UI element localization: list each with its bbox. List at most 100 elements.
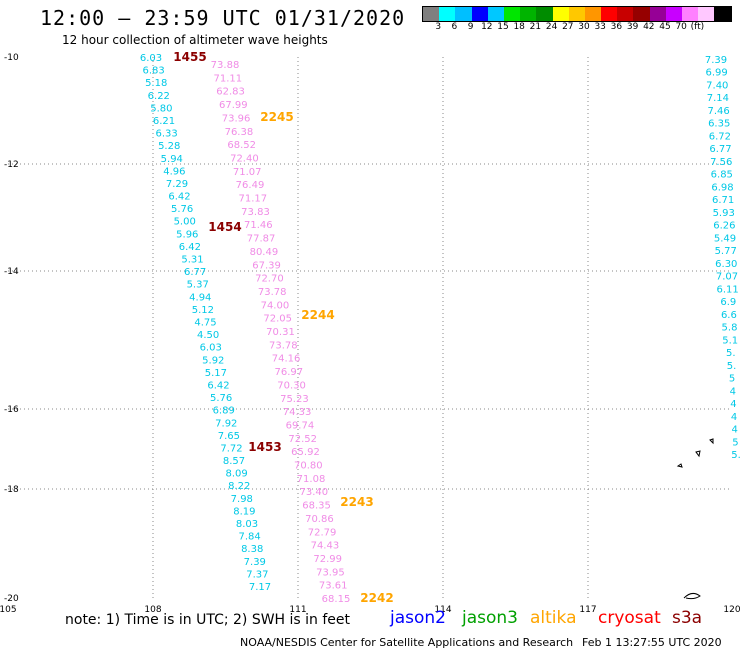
- wave-height-label: 5: [732, 437, 738, 448]
- wave-height-label: 71.11: [213, 73, 242, 84]
- wave-height-label: 5.76: [171, 204, 193, 215]
- wave-height-label: 5.8: [722, 323, 738, 334]
- color-scale-label: 33: [594, 22, 606, 32]
- wave-height-label: 6.85: [711, 170, 733, 181]
- wave-height-label: 5.: [726, 348, 736, 359]
- color-swatch: [665, 7, 682, 21]
- wave-height-label: 73.88: [211, 60, 240, 71]
- color-scale-label: 12: [481, 22, 493, 32]
- legend-item-jason2: jason2: [390, 608, 446, 628]
- wave-height-label: 6.22: [148, 91, 170, 102]
- color-scale-label: 45: [659, 22, 671, 32]
- wave-height-label: 67.39: [252, 260, 281, 271]
- pass-time-label: 1453: [248, 440, 281, 454]
- wave-height-label: 7.40: [706, 81, 728, 92]
- wave-height-label: 4: [732, 425, 738, 436]
- wave-height-label: 5.49: [714, 233, 736, 244]
- wave-height-label: 72.40: [230, 153, 259, 164]
- wave-height-label: 5.96: [176, 229, 198, 240]
- wave-height-label: 73.78: [258, 287, 287, 298]
- wave-height-label: 7.92: [215, 418, 237, 429]
- color-swatch: [617, 7, 634, 21]
- lon-tick-label: 120: [723, 605, 740, 615]
- wave-height-label: 6.42: [179, 242, 201, 253]
- wave-height-label: 70.86: [305, 514, 334, 525]
- wave-height-label: 8.03: [236, 519, 258, 530]
- color-swatch: [487, 7, 504, 21]
- wave-height-label: 74.43: [311, 541, 340, 552]
- wave-height-label: 73.96: [222, 113, 251, 124]
- wave-height-label: 73.95: [316, 567, 345, 578]
- wave-height-label: 4: [731, 412, 737, 423]
- pass-time-label: 1455: [173, 50, 206, 64]
- wave-height-label: 72.99: [313, 554, 342, 565]
- wave-height-label: 71.07: [233, 167, 262, 178]
- pass-time-label: 2244: [301, 308, 334, 322]
- wave-height-label: 4.94: [189, 292, 211, 303]
- wave-height-label: 8.57: [223, 456, 245, 467]
- wave-height-label: 68.35: [302, 501, 331, 512]
- color-scale-label: 39: [626, 22, 639, 32]
- color-scale-label: 15: [497, 22, 509, 32]
- wave-height-label: 5.18: [145, 78, 167, 89]
- lat-tick-label: -18: [4, 485, 19, 495]
- wave-height-label: 75.23: [280, 394, 309, 405]
- color-swatch: [423, 7, 440, 21]
- color-scale-label: 70: [675, 22, 687, 32]
- color-swatch: [714, 7, 731, 21]
- wave-height-label: 5.31: [181, 255, 203, 266]
- wave-height-label: 69.74: [286, 421, 315, 432]
- color-scale-label: 27: [562, 22, 574, 32]
- color-scale-label: 3: [435, 22, 442, 32]
- wave-height-label: 71.08: [297, 474, 326, 485]
- wave-height-label: 6.99: [705, 68, 727, 79]
- wave-height-label: 8.09: [225, 469, 247, 480]
- coastline: [683, 592, 701, 600]
- color-scale-labels: 3 6 9 12 15 18 21 24 27 30 33 36 39 42 45 70 (ft): [422, 22, 740, 34]
- lat-tick-label: -20: [4, 594, 19, 604]
- wave-height-label: 6.98: [711, 182, 733, 193]
- wave-height-label: 4: [730, 399, 736, 410]
- wave-height-label: 5.92: [202, 355, 224, 366]
- wave-height-label: 5.12: [192, 305, 214, 316]
- wave-height-label: 7.17: [249, 582, 271, 593]
- wave-height-label: 7.84: [238, 532, 260, 543]
- pass-time-label: 2242: [360, 591, 393, 605]
- color-swatch: [633, 7, 650, 21]
- wave-height-label: 6.77: [709, 144, 731, 155]
- wave-height-label: 73.83: [241, 207, 270, 218]
- wave-height-label: 6.71: [712, 195, 734, 206]
- wave-height-label: 5.76: [210, 393, 232, 404]
- wave-height-label: 76.97: [274, 367, 303, 378]
- color-scale-label: 42: [643, 22, 655, 32]
- pass-time-label: 2245: [260, 110, 293, 124]
- lat-tick-label: -16: [4, 405, 19, 415]
- color-swatch: [439, 7, 456, 21]
- color-swatch: [568, 7, 585, 21]
- wave-height-label: 5.77: [715, 246, 737, 257]
- color-swatch: [520, 7, 537, 21]
- wave-height-label: 5.93: [713, 208, 735, 219]
- pass-time-label: 2243: [340, 495, 373, 509]
- wave-height-label: 5.00: [174, 217, 196, 228]
- color-scale-label: 24: [545, 22, 558, 32]
- wave-height-label: 77.87: [247, 234, 276, 245]
- color-scale-label: 18: [513, 22, 525, 32]
- lon-tick-label: 117: [579, 605, 596, 615]
- color-swatch: [471, 7, 488, 21]
- wave-height-label: 73.40: [299, 487, 328, 498]
- color-scale-label: 6: [451, 22, 458, 32]
- wave-height-label: 67.99: [219, 100, 248, 111]
- timestamp: Feb 1 13:27:55 UTC 2020: [582, 636, 722, 649]
- wave-height-label: 7.07: [716, 272, 738, 283]
- map-frame: [8, 57, 732, 598]
- wave-height-label: 71.17: [238, 194, 267, 205]
- island-outline: [709, 438, 714, 445]
- wave-height-label: 74.33: [283, 407, 312, 418]
- wave-height-label: 5.17: [205, 368, 227, 379]
- color-swatch: [601, 7, 618, 21]
- wave-height-label: 7.65: [218, 431, 240, 442]
- wave-height-label: 6.21: [153, 116, 175, 127]
- island-outline: [676, 463, 683, 468]
